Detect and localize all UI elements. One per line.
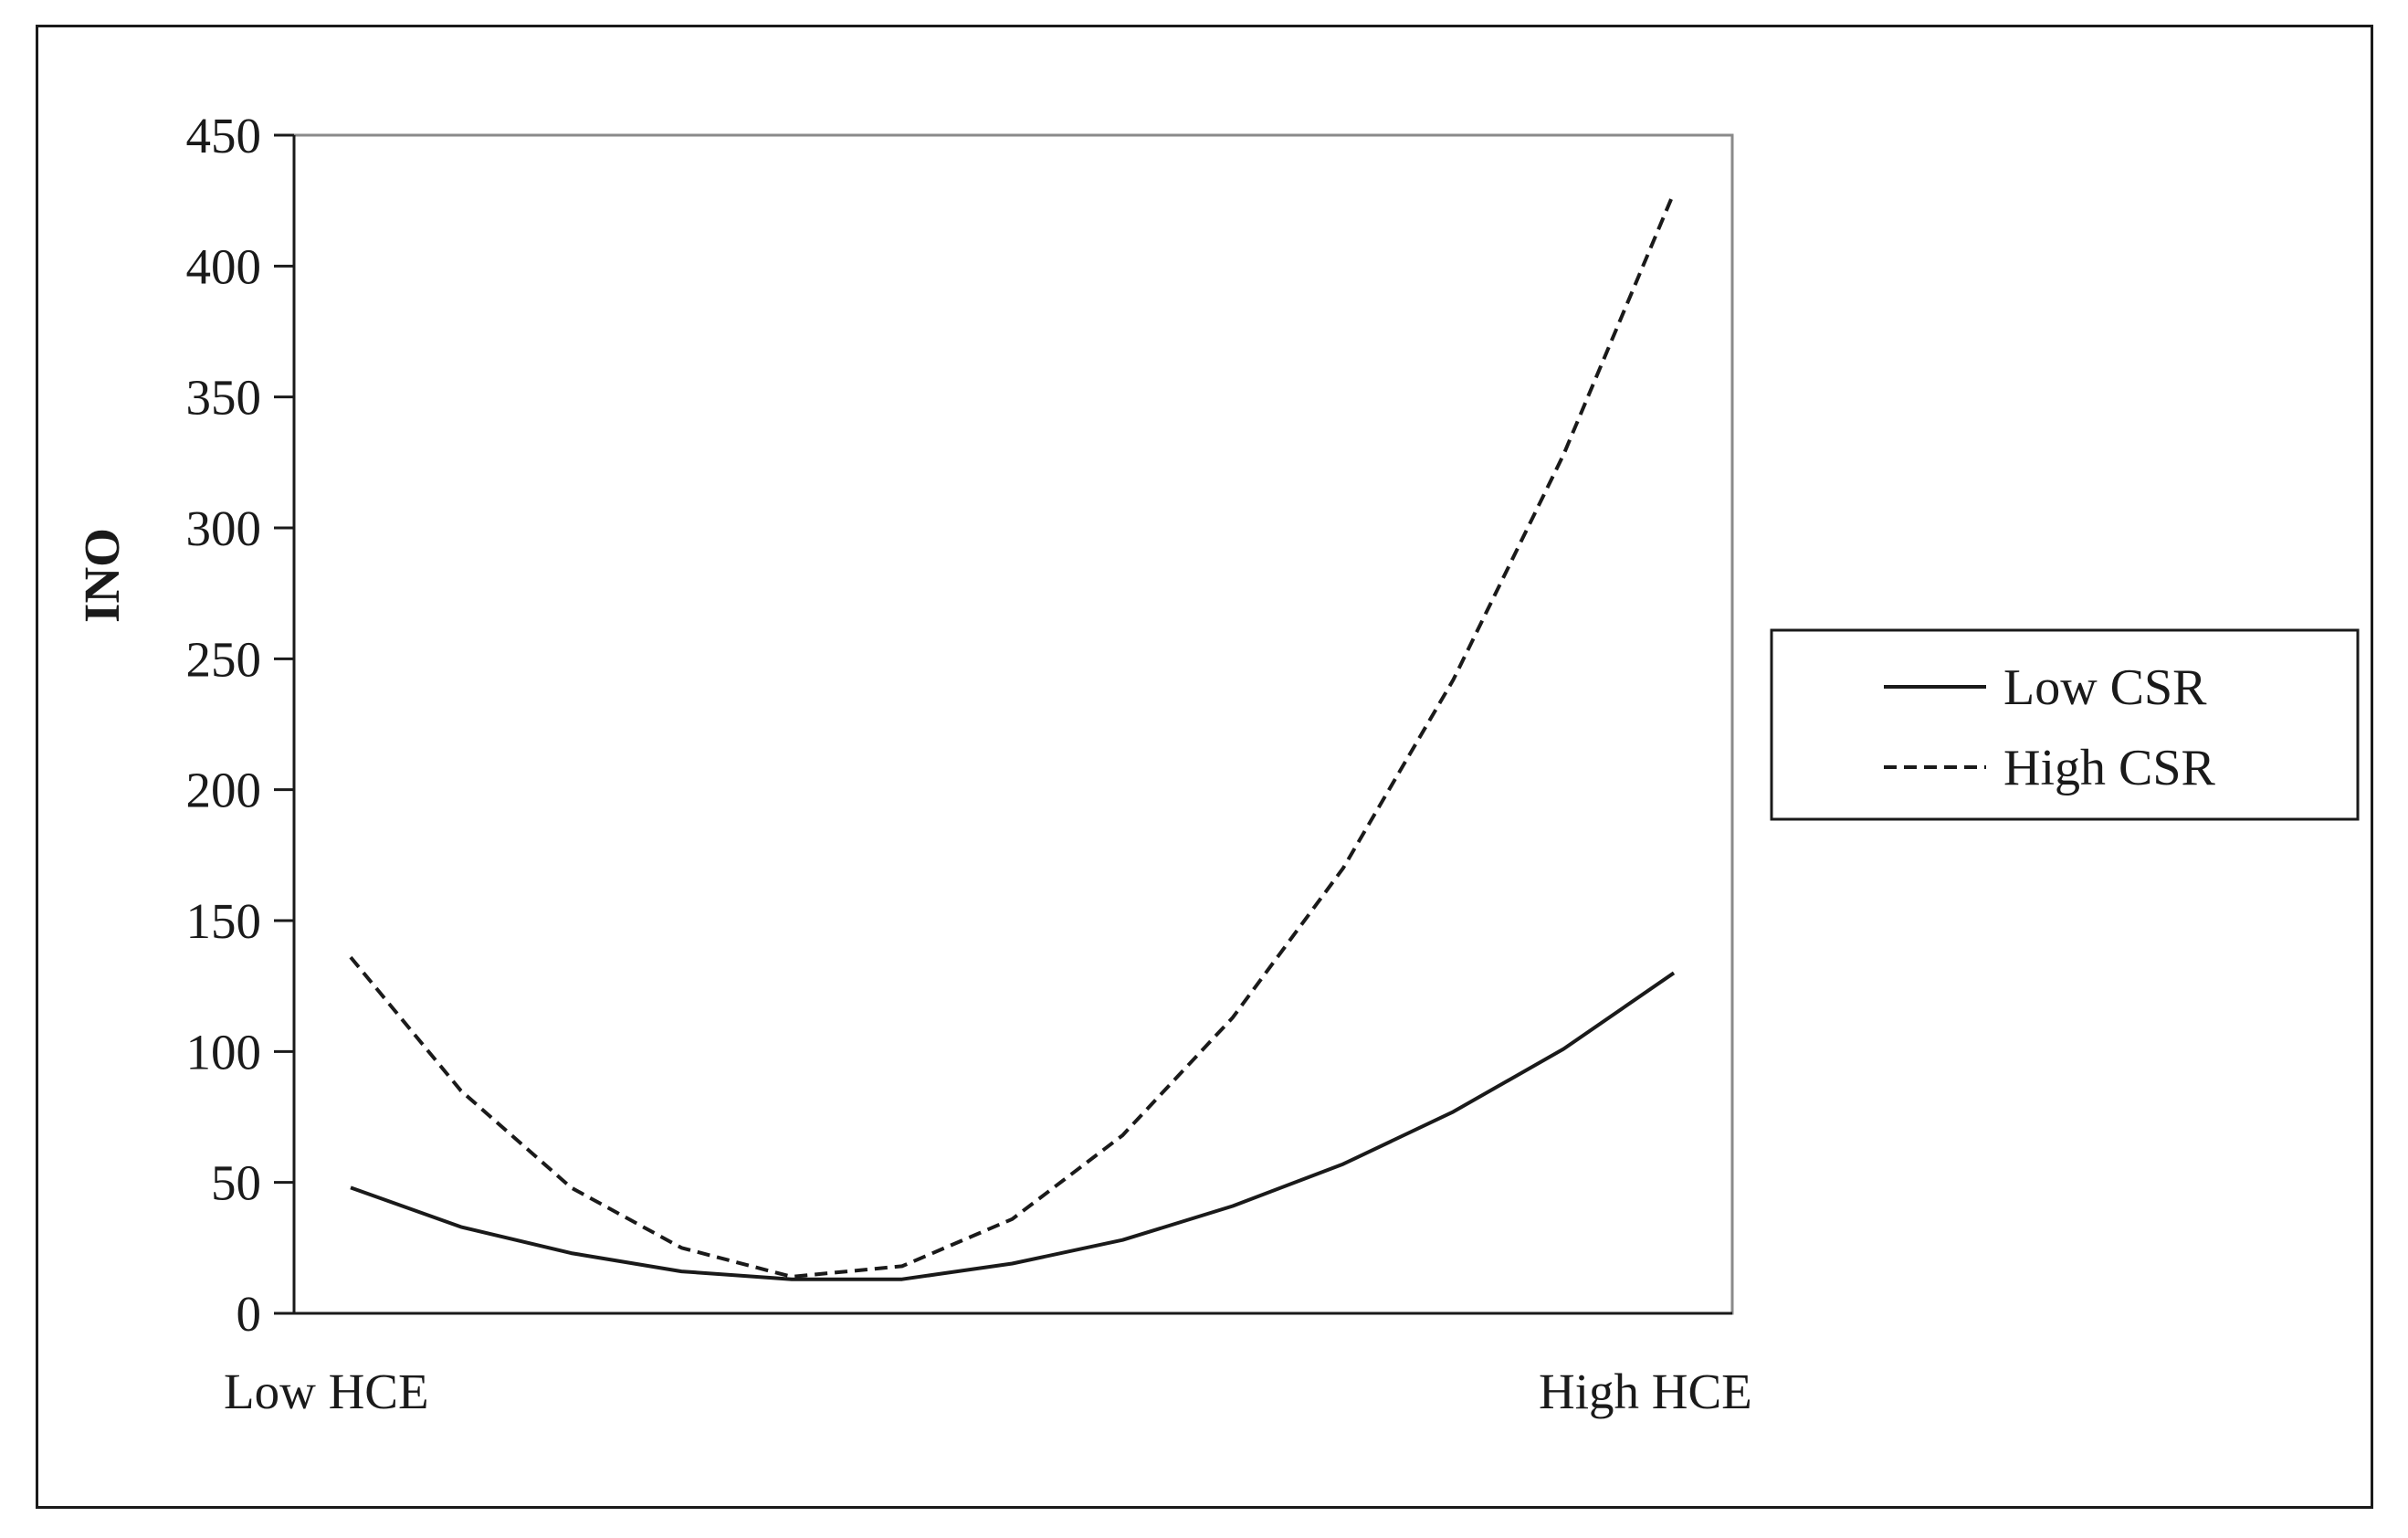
plot-area bbox=[292, 133, 1734, 1315]
y-tick-label: 250 bbox=[186, 631, 262, 687]
x-tick-label-low: Low HCE bbox=[224, 1364, 429, 1419]
legend: Low CSR High CSR bbox=[1770, 628, 2360, 821]
series-line-low-csr bbox=[350, 971, 1676, 1281]
x-tick-label-high: High HCE bbox=[1539, 1364, 1752, 1419]
y-axis-title: INO bbox=[74, 528, 130, 623]
legend-label: Low CSR bbox=[2003, 659, 2207, 716]
y-tick-label: 0 bbox=[237, 1286, 262, 1342]
y-tick-label: 200 bbox=[186, 763, 262, 818]
x-axis-tick-labels: Low HCE High HCE bbox=[224, 1364, 1752, 1419]
legend-label: High CSR bbox=[2003, 740, 2215, 796]
series-layer bbox=[349, 192, 1676, 1281]
legend-box bbox=[1770, 628, 2360, 821]
y-tick-label: 450 bbox=[186, 108, 262, 163]
y-tick-label: 400 bbox=[186, 238, 262, 294]
y-tick-label: 150 bbox=[186, 893, 262, 949]
y-tick-label: 300 bbox=[186, 500, 262, 556]
y-tick-label: 100 bbox=[186, 1024, 262, 1080]
y-tick-label: 50 bbox=[211, 1155, 261, 1211]
y-axis-ticks: 0 50 100 150 200 250 300 350 400 450 bbox=[186, 108, 294, 1342]
series-line-high-csr bbox=[349, 192, 1676, 1279]
y-tick-label: 350 bbox=[186, 370, 262, 426]
